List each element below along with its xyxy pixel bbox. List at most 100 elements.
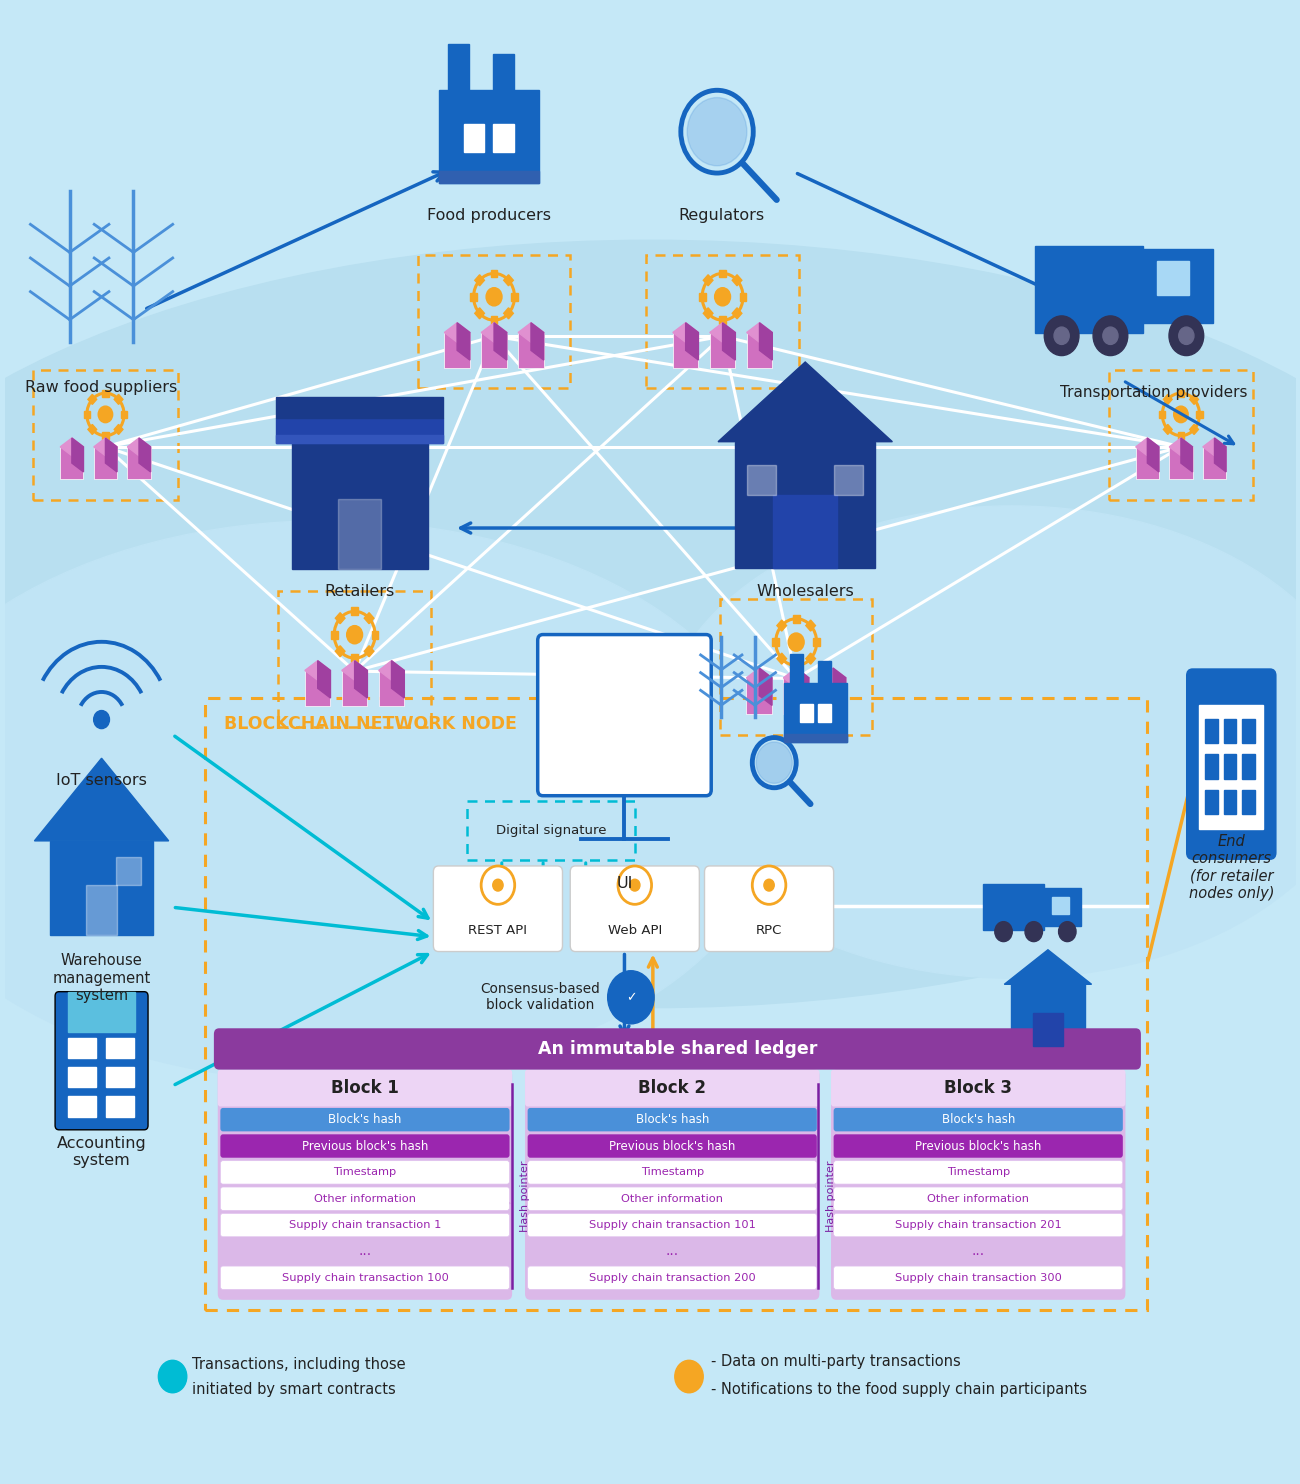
Polygon shape [391,660,404,697]
Polygon shape [445,322,469,343]
Bar [127,447,151,479]
Text: Transactions, including those: Transactions, including those [192,1358,406,1373]
Polygon shape [1214,438,1226,472]
Bar [335,613,345,623]
Text: Other information: Other information [313,1193,416,1204]
Circle shape [757,742,792,784]
Bar [772,638,779,646]
FancyBboxPatch shape [833,1266,1123,1290]
Bar [793,614,800,623]
Text: BLOCKCHAIN NETWORK NODE: BLOCKCHAIN NETWORK NODE [224,715,517,733]
Circle shape [1054,326,1069,344]
Bar [103,390,108,396]
Circle shape [688,98,748,166]
Bar [114,395,124,404]
Bar [790,654,803,683]
Bar [94,447,117,479]
Text: Block's hash: Block's hash [941,1113,1015,1126]
Text: Web API: Web API [607,925,662,938]
Bar [60,447,83,479]
Polygon shape [1136,438,1160,456]
Text: Other information: Other information [621,1193,723,1204]
Bar [1223,789,1236,815]
Bar [1169,447,1192,479]
Bar [276,418,443,444]
Text: ...: ... [666,1245,679,1258]
Polygon shape [710,322,736,343]
FancyBboxPatch shape [571,867,699,951]
Circle shape [994,922,1013,942]
Ellipse shape [0,240,1300,1008]
Text: Previous block's hash: Previous block's hash [608,1140,736,1153]
Bar [1164,395,1173,404]
Bar [1178,432,1184,439]
Bar [439,91,538,184]
Polygon shape [72,438,83,472]
FancyBboxPatch shape [1187,669,1275,859]
Text: Consensus-based
block validation: Consensus-based block validation [481,982,601,1012]
Circle shape [347,626,363,644]
Circle shape [1044,316,1079,356]
Bar [338,499,381,570]
Bar [819,660,831,683]
Bar [819,705,831,723]
Circle shape [675,1361,703,1393]
Bar [364,613,374,623]
Text: An immutable shared ledger: An immutable shared ledger [538,1040,818,1058]
Bar [335,646,345,657]
Polygon shape [796,668,809,705]
FancyBboxPatch shape [528,1160,816,1184]
Bar [732,275,742,286]
Bar [806,653,815,665]
Text: initiated by smart contracts: initiated by smart contracts [192,1382,395,1398]
Circle shape [1174,407,1188,423]
Text: Regulators: Regulators [679,208,764,223]
Polygon shape [94,438,117,456]
Polygon shape [458,322,469,361]
Text: Retailers: Retailers [325,585,395,600]
Polygon shape [723,322,736,361]
Circle shape [94,711,109,729]
FancyBboxPatch shape [220,1187,510,1211]
Bar [503,275,514,286]
Bar [732,307,742,319]
Bar [68,1097,96,1116]
Bar [820,678,846,714]
Bar [1202,447,1226,479]
Bar [835,464,863,494]
Bar [474,307,485,319]
FancyBboxPatch shape [833,1109,1123,1131]
Bar [378,671,404,706]
Circle shape [1093,316,1128,356]
Bar [1157,261,1190,295]
Bar [68,991,135,1031]
FancyBboxPatch shape [433,867,563,951]
FancyBboxPatch shape [525,1070,819,1300]
FancyBboxPatch shape [525,1070,819,1107]
Bar [703,275,712,286]
Text: ✓: ✓ [625,991,636,1003]
Bar [1196,411,1202,418]
Bar [983,883,1044,929]
Bar [306,671,330,706]
Circle shape [607,971,654,1024]
Bar [276,435,443,444]
Polygon shape [342,660,368,680]
Polygon shape [530,322,543,361]
Polygon shape [685,322,698,361]
FancyBboxPatch shape [218,1070,512,1300]
Bar [86,884,117,935]
Bar [1242,789,1254,815]
Bar [746,678,772,714]
Bar [83,411,90,418]
FancyBboxPatch shape [528,1266,816,1290]
Circle shape [1179,326,1193,344]
Ellipse shape [656,506,1300,978]
Polygon shape [105,438,117,472]
Bar [68,1037,96,1058]
FancyBboxPatch shape [55,991,148,1129]
Bar [107,1037,134,1058]
Polygon shape [1180,438,1192,472]
Bar [1242,754,1254,779]
Bar [784,683,846,742]
